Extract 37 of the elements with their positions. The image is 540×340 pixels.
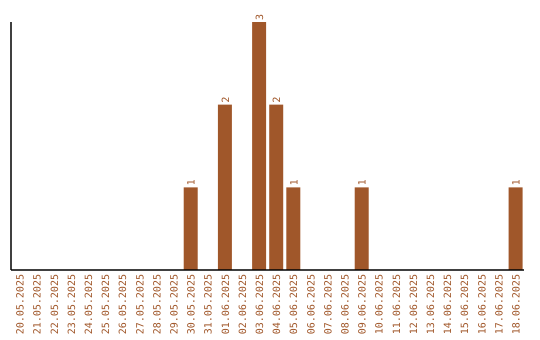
x-tick-label: 01.06.2025 [220,274,232,334]
x-tick-label: 24.05.2025 [84,274,95,334]
data-label: 1 [289,179,300,186]
x-tick-label: 14.06.2025 [443,274,454,334]
x-tick-label: 03.06.2025 [254,274,266,334]
x-tick-label: 13.06.2025 [426,274,437,334]
x-tick-label: 16.06.2025 [477,274,488,334]
x-tick-label: 05.06.2025 [289,274,300,334]
x-tick-label: 30.05.2025 [186,274,198,334]
x-tick-label: 15.06.2025 [460,274,472,334]
data-label: 2 [272,96,284,103]
x-tick-label: 29.05.2025 [169,274,180,334]
x-tick-label: 02.06.2025 [238,274,249,334]
data-label: 1 [186,179,198,186]
x-tick-label: 28.05.2025 [152,274,164,334]
x-tick-label: 26.05.2025 [118,274,130,334]
data-label: 1 [512,179,523,186]
x-tick-label: 27.05.2025 [135,274,146,334]
data-label: 1 [358,179,369,186]
x-tick-label: 07.06.2025 [323,274,334,334]
x-tick-label: 31.05.2025 [204,274,215,334]
x-tick-label: 23.05.2025 [66,274,78,334]
x-tick-label: 04.06.2025 [272,274,284,334]
x-tick-label: 20.05.2025 [16,274,27,334]
x-tick-label: 08.06.2025 [340,274,352,334]
x-tick-label: 25.05.2025 [101,274,112,334]
x-tick-label: 18.06.2025 [511,274,522,334]
data-label: 2 [220,96,232,103]
data-label: 3 [255,14,266,20]
x-tick-label: 21.05.2025 [32,274,44,334]
x-tick-label: 10.06.2025 [374,274,386,334]
x-tick-label: 22.05.2025 [50,274,61,334]
x-tick-label: 06.06.2025 [306,274,318,334]
x-tick-label: 09.06.2025 [358,274,369,334]
x-tick-label: 11.06.2025 [392,274,403,334]
x-tick-label: 17.06.2025 [494,274,506,334]
x-tick-label: 12.06.2025 [408,274,420,334]
